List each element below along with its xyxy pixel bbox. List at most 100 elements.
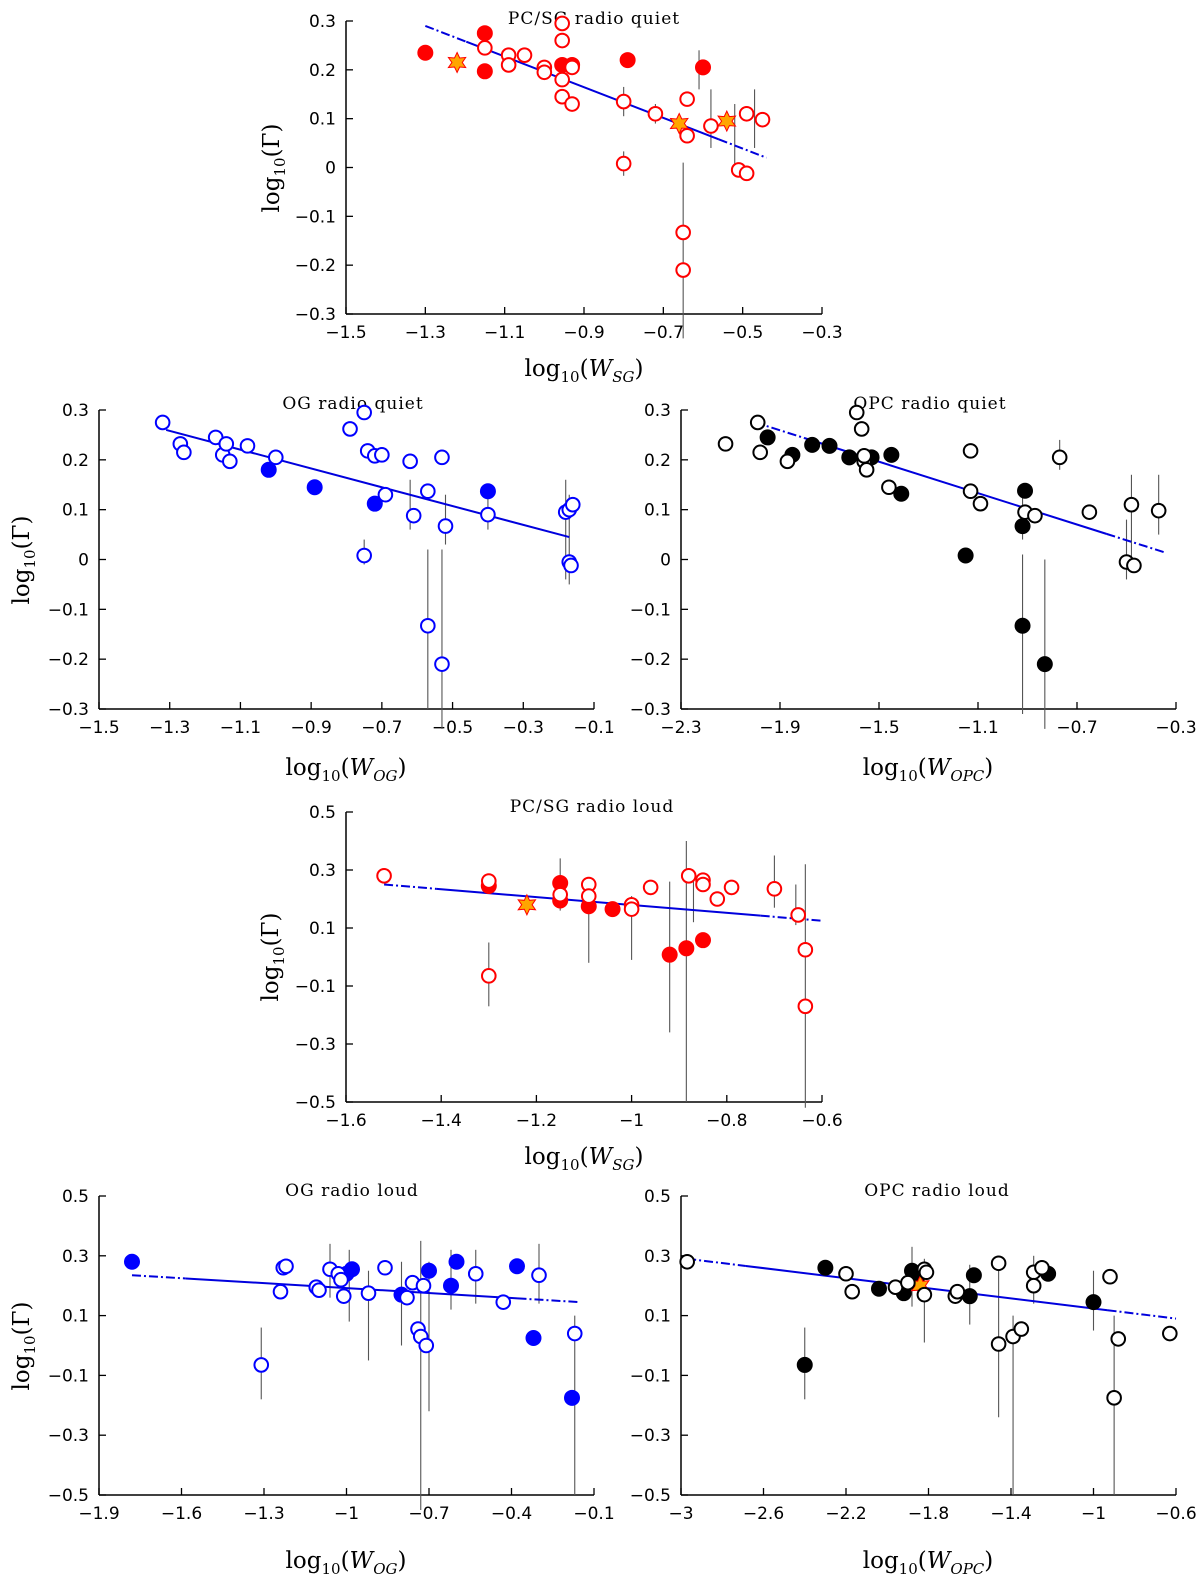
data-point-open bbox=[853, 421, 870, 437]
data-point-open bbox=[333, 1271, 349, 1288]
data-point-open bbox=[703, 118, 719, 134]
data-point-open bbox=[564, 96, 580, 112]
x-axis-label: log10(WOG) bbox=[286, 1548, 407, 1575]
y-tick-label: −0.1 bbox=[295, 977, 336, 997]
x-tick-label: −1 bbox=[334, 1504, 359, 1524]
data-point-filled bbox=[1036, 656, 1053, 673]
y-tick-label: −0.3 bbox=[295, 305, 336, 325]
data-point-open bbox=[797, 941, 814, 958]
x-tick-label: −0.7 bbox=[1056, 718, 1097, 738]
y-axis-label: log10(Γ) bbox=[9, 1302, 39, 1391]
y-tick-label: 0 bbox=[78, 551, 89, 571]
data-point-open bbox=[918, 1264, 935, 1281]
x-tick-label: −0.1 bbox=[573, 1504, 614, 1524]
x-tick-label: −0.3 bbox=[1155, 718, 1196, 738]
data-point-open bbox=[377, 1259, 393, 1276]
data-point-open bbox=[680, 868, 697, 884]
panel-title: PC/SG radio quiet bbox=[508, 9, 680, 29]
data-point-open bbox=[218, 436, 235, 452]
y-tick-label: −0.5 bbox=[630, 1486, 671, 1506]
x-axis-label: log10(WOPC) bbox=[863, 755, 994, 785]
x-tick-label: −1 bbox=[619, 1111, 644, 1131]
x-tick-label: −0.5 bbox=[722, 323, 763, 343]
data-point-filled bbox=[695, 59, 711, 76]
panel-pc-sg-radio-quiet: PC/SG radio quiet log10(WSG) log10(Γ) −1… bbox=[259, 9, 843, 386]
x-tick-label: −2.6 bbox=[743, 1504, 784, 1524]
x-tick-label: −0.9 bbox=[291, 718, 332, 738]
data-point-open bbox=[1027, 507, 1043, 524]
x-axis-label: log10(WOG) bbox=[286, 755, 407, 785]
y-tick-label: 0.3 bbox=[309, 12, 336, 32]
data-point-open bbox=[552, 886, 568, 903]
data-point-open bbox=[418, 1337, 435, 1354]
data-point-filled bbox=[525, 1330, 542, 1347]
x-tick-label: −0.6 bbox=[1155, 1504, 1196, 1524]
data-point-open bbox=[580, 888, 597, 904]
data-point-open bbox=[335, 1288, 352, 1304]
data-point-open bbox=[642, 879, 659, 896]
data-point-filled bbox=[366, 495, 383, 512]
y-tick-label: −0.2 bbox=[630, 650, 671, 670]
data-point-open bbox=[420, 617, 436, 634]
x-tick-label: −3 bbox=[668, 1504, 693, 1524]
data-point-open bbox=[679, 127, 695, 144]
data-point-open bbox=[709, 891, 726, 907]
fit-line-extension bbox=[383, 883, 437, 890]
y-tick-label: −0.1 bbox=[48, 1366, 89, 1386]
data-point-filled bbox=[479, 483, 496, 500]
data-point-open bbox=[405, 507, 422, 524]
x-tick-label: −0.9 bbox=[563, 323, 604, 343]
data-point-open bbox=[752, 444, 768, 461]
data-point-open bbox=[844, 1283, 860, 1300]
data-point-filled bbox=[841, 449, 858, 466]
x-tick-label: −0.4 bbox=[491, 1504, 532, 1524]
data-point-filled bbox=[1085, 1294, 1102, 1311]
y-tick-label: −0.3 bbox=[630, 700, 671, 720]
data-point-filled bbox=[695, 932, 711, 949]
data-point-open bbox=[554, 32, 570, 49]
x-tick-label: −1.4 bbox=[990, 1504, 1031, 1524]
panel-title: OG radio quiet bbox=[282, 394, 423, 414]
data-point-open bbox=[675, 262, 691, 278]
x-tick-label: −1.9 bbox=[78, 1504, 119, 1524]
y-tick-label: −0.5 bbox=[48, 1486, 89, 1506]
data-point-open bbox=[377, 486, 394, 503]
data-point-open bbox=[495, 1294, 512, 1310]
x-tick-label: −1.5 bbox=[858, 718, 899, 738]
data-point-filled bbox=[476, 25, 493, 42]
data-point-open bbox=[564, 496, 581, 513]
x-axis-label: log10(WSG) bbox=[525, 356, 644, 386]
data-point-open bbox=[647, 105, 664, 122]
data-point-open bbox=[962, 483, 979, 500]
x-tick-label: −1.2 bbox=[516, 1111, 557, 1131]
data-point-open bbox=[434, 656, 450, 672]
data-point-open bbox=[1162, 1325, 1178, 1342]
data-point-open bbox=[738, 105, 755, 122]
y-tick-label: 0.1 bbox=[644, 501, 671, 521]
data-point-open bbox=[481, 968, 497, 984]
x-tick-label: −1.6 bbox=[161, 1504, 202, 1524]
panel-og-radio-loud: OG radio loud log10(WOG) log10(Γ) −1.9 −1… bbox=[9, 1181, 615, 1575]
data-point-open bbox=[848, 404, 865, 421]
fit-line-extension bbox=[718, 138, 767, 159]
data-point-open bbox=[1051, 449, 1068, 466]
x-tick-label: −0.5 bbox=[432, 718, 473, 738]
y-tick-label: 0.2 bbox=[644, 451, 671, 471]
data-point-open bbox=[723, 879, 740, 896]
data-point-open bbox=[790, 907, 807, 923]
data-point-open bbox=[1110, 1331, 1127, 1347]
data-point-open bbox=[949, 1283, 966, 1300]
panel-title: OPC radio loud bbox=[864, 1181, 1010, 1201]
data-point-filled bbox=[957, 547, 974, 564]
data-point-filled bbox=[476, 63, 493, 80]
x-tick-label: −0.7 bbox=[643, 323, 684, 343]
data-point-open bbox=[356, 547, 372, 564]
data-point-open bbox=[399, 1289, 415, 1306]
data-point-open bbox=[481, 873, 497, 889]
panel-title: PC/SG radio loud bbox=[510, 797, 675, 817]
data-point-open bbox=[916, 1286, 933, 1303]
fit-line-extension bbox=[517, 1297, 581, 1304]
x-tick-label: −0.7 bbox=[408, 1504, 449, 1524]
data-point-open bbox=[972, 495, 989, 512]
data-point-open bbox=[623, 901, 640, 917]
